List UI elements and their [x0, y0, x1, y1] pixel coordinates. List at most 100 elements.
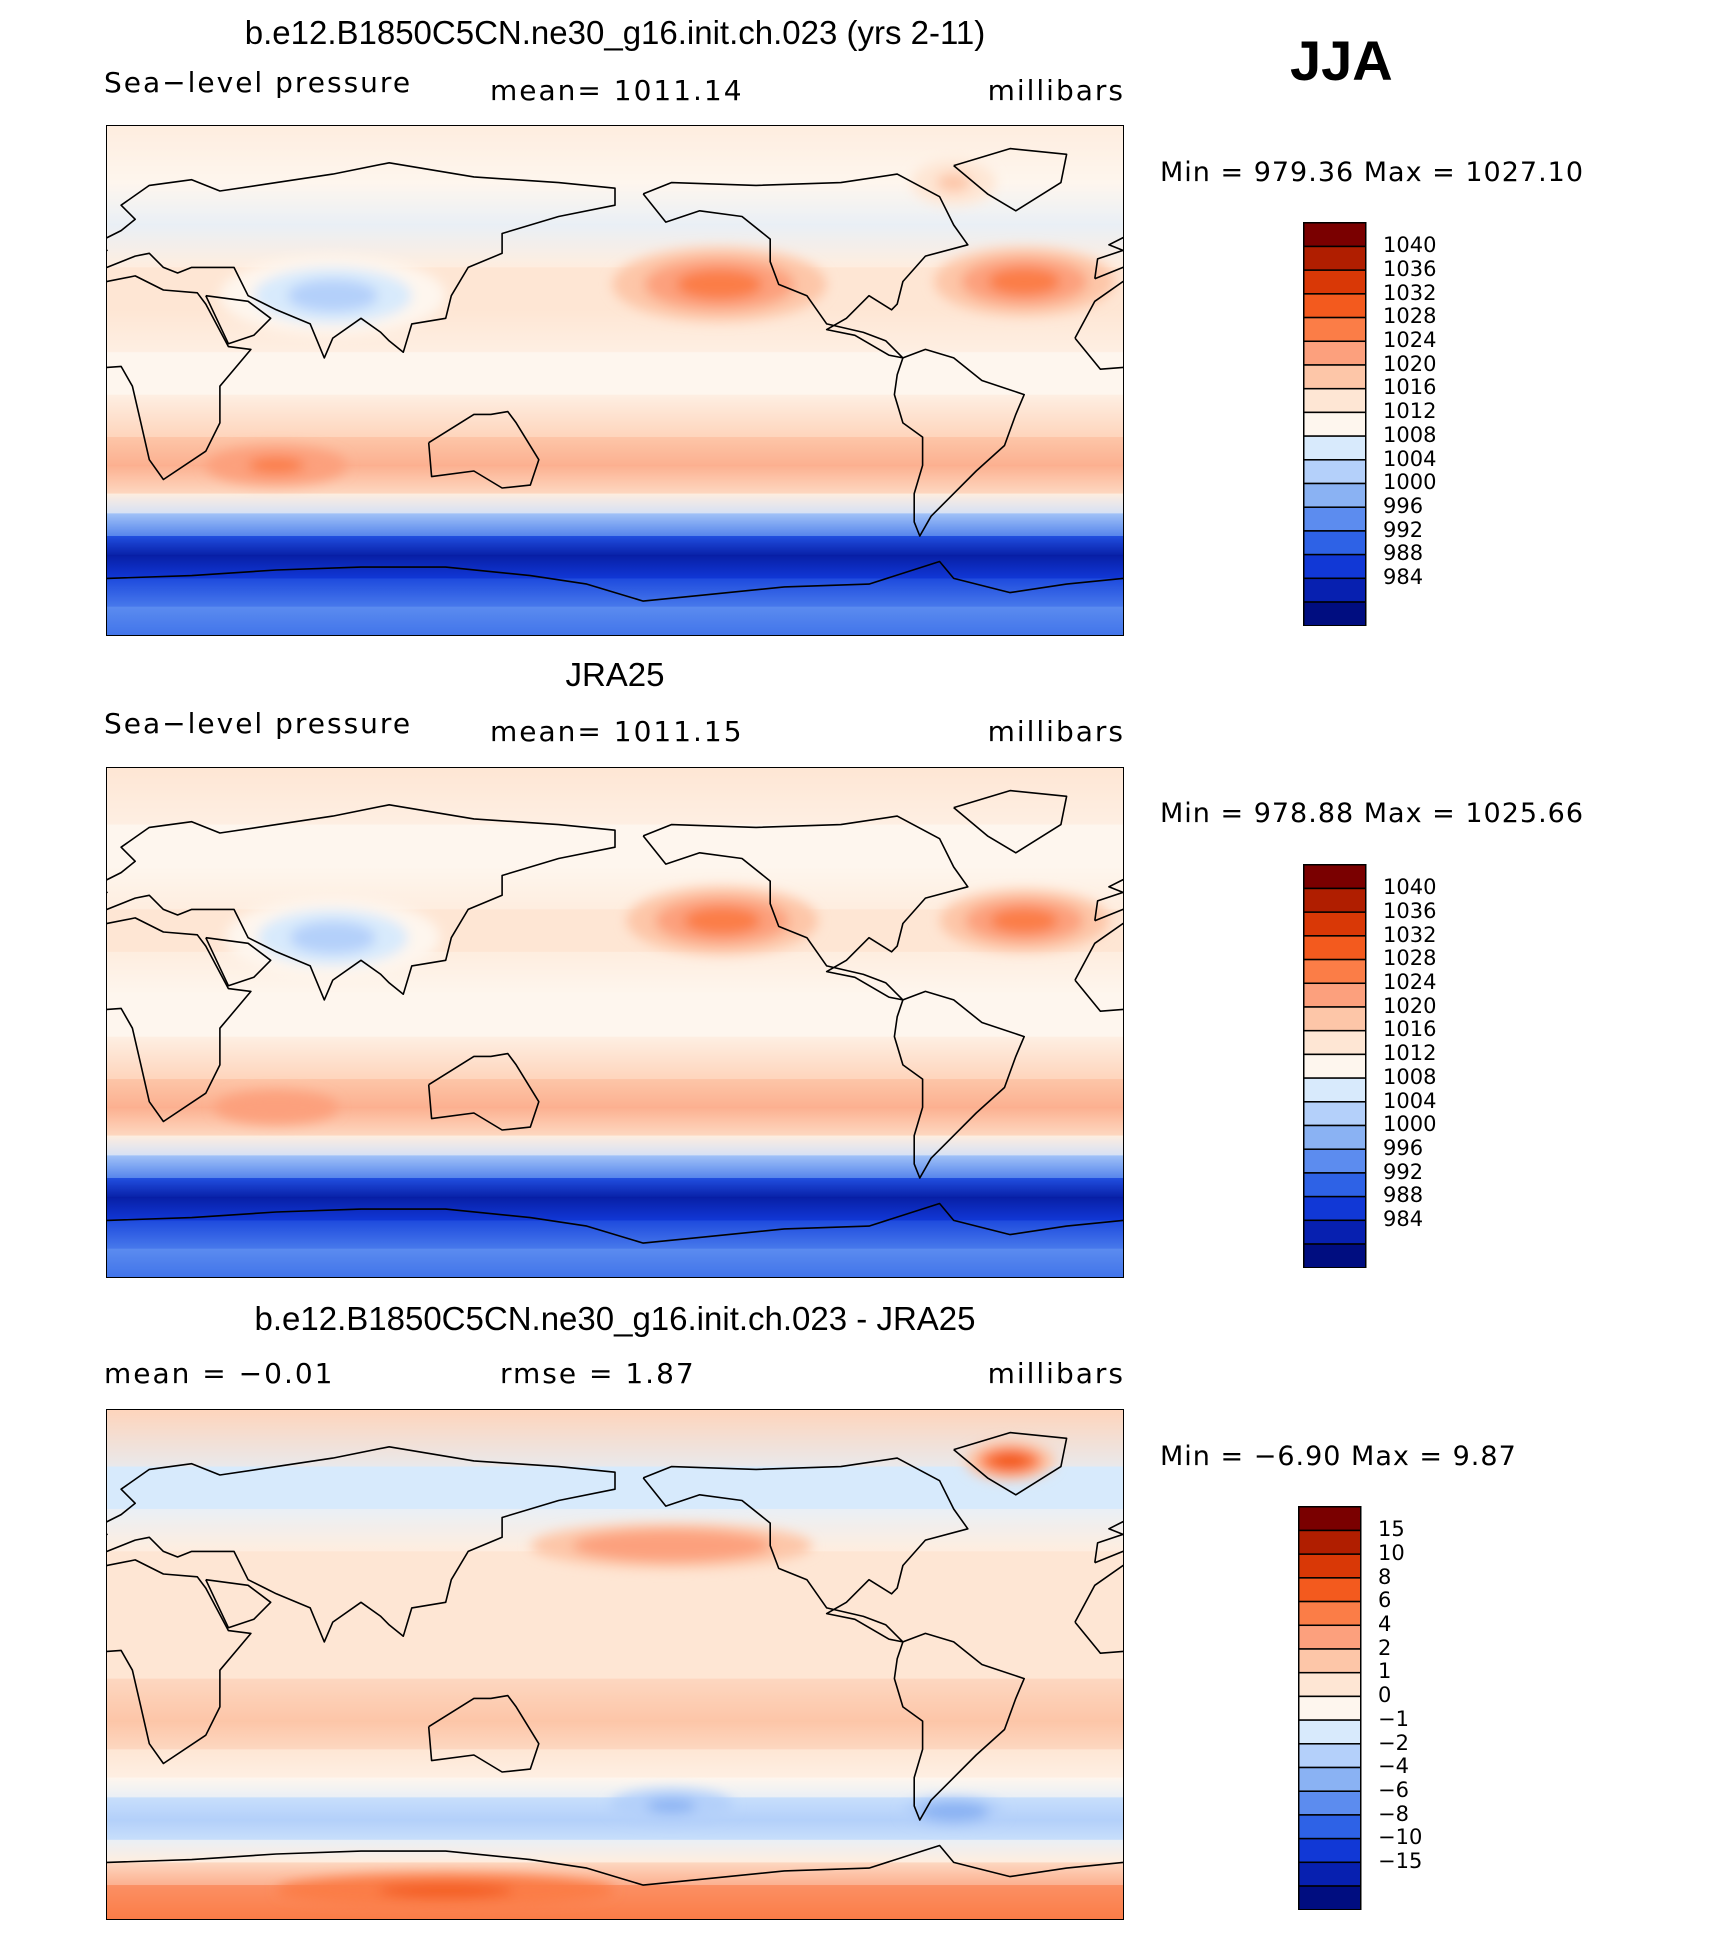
panel3-colorbar-label: 0: [1378, 1683, 1392, 1708]
panel1-mean-label: mean= 1011.14: [490, 74, 744, 107]
panel2-colorbar-label: 1036: [1383, 898, 1437, 923]
panel2-contour-ring: [990, 908, 1059, 934]
panel1-units-label: millibars: [987, 74, 1125, 107]
panel1-band: [107, 493, 1123, 514]
panel2-band: [107, 1155, 1123, 1179]
season-label: JJA: [1290, 29, 1393, 92]
panel1-coastline: [893, 348, 1025, 537]
panel2-field: [107, 768, 1123, 1277]
panel1-coastline: [953, 147, 1068, 212]
panel3-band: [107, 1410, 1123, 1467]
panel3-map: [106, 1409, 1124, 1920]
panel1-band: [107, 513, 1123, 537]
panel1-pressure-center: [612, 247, 827, 322]
panel1-minmax-label: Min = 979.36 Max = 1027.10: [1160, 157, 1585, 188]
panel1-band: [107, 536, 1123, 556]
panel2-colorbar-swatch: [1303, 1219, 1367, 1245]
panel2-colorbar-label: 996: [1383, 1136, 1424, 1160]
panel3-colorbar-label: 4: [1378, 1612, 1392, 1636]
panel1-coastline: [107, 560, 1123, 602]
panel1-background-field: [107, 126, 1123, 635]
panel1-colorbar-label: 1000: [1383, 470, 1437, 495]
panel3-colorbar-swatch: [1298, 1719, 1362, 1745]
panel2-background-field: [107, 768, 1123, 1277]
panel2-coastline: [205, 936, 272, 987]
panel1-colorbar-label: 992: [1383, 517, 1424, 542]
panel3-coastlines: [107, 1431, 1123, 1886]
panel2-colorbar-swatch: [1303, 1195, 1367, 1222]
panel2-band: [107, 768, 1123, 825]
panel1-colorbar-label: 1012: [1383, 399, 1437, 424]
panel1-contour-ring: [988, 267, 1061, 296]
panel2-band: [107, 1036, 1123, 1080]
panel2-colorbar-label: 988: [1383, 1183, 1424, 1208]
panel1-coastline: [427, 410, 540, 489]
panel3-colorbar-swatch: [1298, 1814, 1362, 1840]
panel1-colorbar-swatch: [1303, 459, 1367, 485]
panel3-contour-ring: [933, 1805, 974, 1818]
panel3-pressure-center: [902, 1797, 1005, 1826]
panel3-colorbar-label: 8: [1378, 1564, 1392, 1589]
panel2-colorbar-label: 1004: [1383, 1088, 1437, 1113]
panel2-colorbar-swatch: [1303, 1029, 1367, 1056]
panel3-coastline: [107, 1559, 252, 1765]
panel3-background-field: [107, 1410, 1123, 1919]
panel3-colorbar-label: 15: [1378, 1517, 1405, 1542]
panel2-colorbar-label: 1000: [1383, 1112, 1437, 1137]
panel3-colorbar-label: −2: [1378, 1730, 1409, 1755]
panel3-colorbar-swatch: [1298, 1837, 1362, 1864]
panel1-coastline: [642, 173, 969, 359]
panel3-coastline: [642, 1457, 969, 1643]
panel1-contour-ring: [248, 457, 305, 474]
panel1-colorbar-swatch: [1303, 530, 1367, 556]
panel3-colorbar-swatch: [1298, 1743, 1362, 1769]
panel3-colorbar-swatch: [1298, 1790, 1362, 1816]
panel1-coastlines: [107, 147, 1123, 602]
panel1-colorbar-swatch: [1303, 364, 1367, 390]
panel2-colorbar-label: 1008: [1383, 1064, 1437, 1089]
panel2-colorbar-label: 1016: [1383, 1017, 1437, 1042]
panel2-colorbar-label: 1028: [1383, 946, 1437, 971]
panel2-colorbar-label: 1032: [1383, 922, 1437, 947]
panel1-coastline: [107, 162, 616, 359]
panel3-contour-ring: [377, 1883, 514, 1898]
panel2-colorbar: 1040 1036 1032 1028 1024 1020 1016 1012 1008 1004…: [1303, 864, 1436, 1268]
panel1-colorbar-label: 1036: [1383, 256, 1437, 281]
panel2-pressure-center: [939, 889, 1109, 952]
panel2-units-label: millibars: [987, 715, 1125, 748]
panel3-band: [107, 1749, 1123, 1778]
panel1-pressure-center: [219, 256, 446, 336]
panel1-colorbar-label: 1020: [1383, 351, 1437, 376]
panel3-colorbar-swatch: [1298, 1553, 1362, 1579]
panel2-pressure-center: [626, 886, 819, 955]
panel3-coastline: [953, 1431, 1068, 1496]
panel3-colorbar-label: −15: [1378, 1849, 1423, 1874]
panel1-pressure-center: [911, 159, 997, 206]
panel2-colorbar-label: 984: [1383, 1207, 1424, 1232]
panel1-colorbar-swatch: [1303, 482, 1367, 508]
panel3-colorbar-label: −10: [1378, 1825, 1423, 1850]
panel2-colorbar-swatch: [1303, 1006, 1367, 1032]
panel3-coastline: [205, 1578, 272, 1629]
panel1-colorbar-swatch: [1303, 601, 1367, 626]
panel3-pressure-center: [609, 1788, 734, 1823]
panel1-contour-ring: [287, 279, 378, 312]
panel2-coastline: [107, 804, 616, 1001]
panel2-band: [107, 1248, 1123, 1277]
panel2-contour-ring: [289, 921, 376, 954]
panel2-colorbar-swatch: [1303, 887, 1367, 913]
panel1-colorbar-swatch: [1303, 577, 1367, 603]
panel2-minmax-label: Min = 978.88 Max = 1025.66: [1160, 798, 1585, 829]
panel3-colorbar-swatch: [1298, 1529, 1362, 1555]
panel2-band: [107, 1178, 1123, 1198]
panel2-colorbar-label: 1012: [1383, 1041, 1437, 1066]
panel1-contour-ring: [936, 173, 971, 192]
panel2-coastline: [953, 789, 1068, 854]
panel3-band: [107, 1820, 1123, 1840]
panel1-variable-label: Sea−level pressure: [104, 66, 413, 99]
panel2-band: [107, 1135, 1123, 1156]
panel2-colorbar-swatch: [1303, 1172, 1367, 1198]
panel3-band: [107, 1678, 1123, 1722]
panel2-contour-ring: [251, 1100, 302, 1115]
panel2-colorbar-swatch: [1303, 911, 1367, 937]
